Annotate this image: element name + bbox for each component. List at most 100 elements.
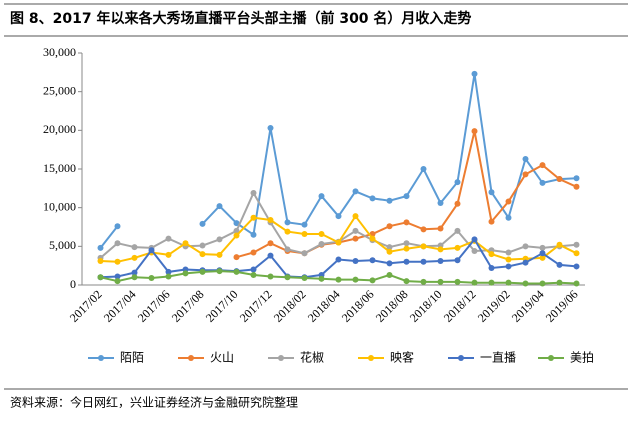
data-point [386,244,393,251]
x-tick-label: 2018/12 [441,287,479,325]
data-point [505,198,512,205]
data-point [267,240,274,247]
data-point [352,213,359,220]
data-point [233,232,240,239]
data-point [403,278,410,285]
x-tick-label: 2019/04 [509,287,547,325]
data-point [437,258,444,265]
data-point [573,183,580,190]
source: 资料来源：今日网红，兴业证券经济与金融研究院整理 [10,395,298,410]
data-point [454,200,461,207]
data-point [454,244,461,251]
data-point [386,260,393,267]
data-point [437,200,444,207]
x-tick-label: 2018/10 [407,287,445,325]
data-point [556,241,563,248]
data-point [556,261,563,268]
data-point [505,279,512,286]
data-point [369,235,376,242]
x-tick-label: 2017/08 [169,287,207,325]
y-tick-label: 10,000 [43,199,76,213]
data-point [488,189,495,196]
x-tick-label: 2017/02 [67,287,105,325]
data-point [556,279,563,286]
data-point [233,254,240,261]
data-point [522,243,529,250]
data-point [199,242,206,249]
data-point [522,280,529,287]
legend-label: 美拍 [570,350,594,365]
data-point [318,193,325,200]
x-tick-label: 2018/06 [339,287,377,325]
data-point [539,250,546,257]
data-point [114,278,121,285]
data-point [488,251,495,258]
data-point [539,244,546,251]
data-point [352,227,359,234]
data-point [454,257,461,264]
data-point [148,275,155,282]
y-tick-label: 20,000 [43,122,76,136]
chart-title: 图 8、2017 年以来各大秀场直播平台头部主播（前 300 名）月收入走势 [10,10,471,27]
data-point [352,188,359,195]
y-tick-label: 30,000 [43,45,76,59]
data-point [182,270,189,277]
legend-marker [188,355,194,361]
x-tick-label: 2018/08 [373,287,411,325]
data-point [301,250,308,257]
data-point [488,218,495,225]
data-point [335,213,342,220]
legend-label: 火山 [210,351,234,365]
data-point [199,251,206,258]
series-line [99,190,577,259]
data-point [131,269,138,276]
data-point [386,248,393,255]
data-point [301,275,308,282]
data-point [97,244,104,251]
data-point [437,246,444,253]
data-point [216,251,223,258]
data-point [437,278,444,285]
data-point [437,225,444,232]
y-tick-label: 25,000 [43,83,76,97]
data-point [454,278,461,285]
data-point [233,227,240,234]
data-point [386,197,393,204]
data-point [284,274,291,281]
data-point [505,256,512,263]
data-point [403,193,410,200]
data-point [420,226,427,233]
data-point [539,179,546,186]
data-point [556,176,563,183]
legend-marker [278,355,284,361]
data-point [335,276,342,283]
data-point [216,203,223,210]
legend-label: 花椒 [300,350,324,365]
legend-label: 一直播 [480,351,516,365]
data-point [471,236,478,243]
data-point [420,278,427,285]
data-point [114,240,121,247]
data-point [250,214,257,221]
data-point [369,257,376,264]
legend-label: 陌陌 [120,351,144,365]
data-point [148,247,155,254]
data-point [403,258,410,265]
data-point [505,214,512,221]
data-point [97,258,104,265]
data-point [250,271,257,278]
data-point [250,231,257,238]
data-point [352,235,359,242]
x-tick-label: 2019/06 [543,287,581,325]
data-point [165,273,172,280]
data-point [233,220,240,227]
data-point [318,230,325,237]
data-point [131,274,138,281]
data-point [352,258,359,265]
data-point [165,251,172,258]
data-point [539,254,546,261]
data-point [267,252,274,259]
data-point [318,241,325,248]
data-point [284,246,291,253]
